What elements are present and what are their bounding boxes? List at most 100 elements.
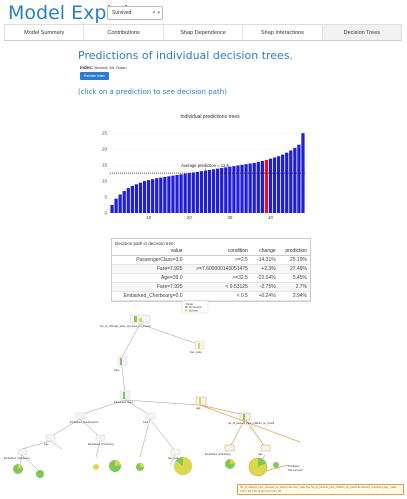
tree-node-label: Sex_male <box>168 456 180 460</box>
prediction-bar[interactable] <box>138 182 143 213</box>
prediction-bar[interactable] <box>122 190 126 213</box>
tree-node-label: Sex_male <box>190 350 202 354</box>
y-tick-label: 5 <box>104 195 107 200</box>
prediction-bar[interactable] <box>155 178 159 213</box>
prediction-bar[interactable] <box>248 163 252 213</box>
cell-value: Age=39.0 <box>112 273 186 283</box>
target-select-value: Survived <box>112 10 132 16</box>
prediction-bar[interactable] <box>142 181 147 213</box>
prediction-bar[interactable] <box>130 185 134 213</box>
table-row: PassengerClass=3.0 >=2.5 -14.31% 25.19% <box>112 255 310 265</box>
prediction-bar[interactable] <box>236 165 240 213</box>
prediction-bar[interactable] <box>203 170 208 213</box>
prediction-value: Not survived <box>288 468 303 472</box>
prediction-bar[interactable] <box>281 154 285 213</box>
col-prediction: prediction <box>278 247 310 256</box>
instance-values-header: No_of_siblings_plus_spouses_on_board Far… <box>240 486 397 489</box>
prediction-bar[interactable] <box>260 160 264 213</box>
prediction-bar[interactable] <box>118 194 122 213</box>
tree-node-label: No_of_parents_plus_children_on_board <box>228 421 275 425</box>
prediction-bar[interactable] <box>211 169 216 213</box>
tab-shap-interactions[interactable]: Shap Interactions <box>243 25 323 40</box>
cell-change: -22.04% <box>250 273 279 283</box>
prediction-bar[interactable] <box>297 144 301 213</box>
prediction-bar[interactable] <box>264 160 269 213</box>
average-annotation: Average prediction = 12.5 <box>181 163 229 168</box>
prediction-bar[interactable] <box>285 152 289 213</box>
prediction-bar[interactable] <box>187 173 191 213</box>
prediction-bar[interactable] <box>195 171 199 213</box>
cell-prediction: 5.45% <box>278 273 310 283</box>
prediction-bar[interactable] <box>289 150 293 213</box>
prediction-bar[interactable] <box>167 176 171 213</box>
y-tick-label: 10 <box>102 179 108 184</box>
prediction-label: Prediction <box>288 464 300 468</box>
prediction-bar[interactable] <box>159 177 163 213</box>
prediction-bar[interactable] <box>268 158 273 213</box>
prediction-bar[interactable] <box>272 157 277 213</box>
decision-tree-graph: No_of_siblings_plus_spouses_on_board Tar… <box>4 300 303 478</box>
cell-value: Fare=7.925 <box>112 282 186 292</box>
prediction-bar[interactable] <box>256 161 260 213</box>
tree-node-label: Age <box>196 406 201 410</box>
tree-legend-item: Not survived <box>189 306 202 309</box>
prediction-bar[interactable] <box>199 171 204 213</box>
tree-root-label: No_of_siblings_plus_spouses_on_board <box>100 324 151 328</box>
prediction-bar[interactable] <box>220 167 224 213</box>
prediction-bar[interactable] <box>183 173 187 213</box>
tab-decision-trees[interactable]: Decision Trees <box>322 25 402 40</box>
prediction-bar[interactable] <box>240 164 244 213</box>
prediction-bar[interactable] <box>244 164 248 213</box>
y-tick-label: 15 <box>102 163 108 168</box>
prediction-bar[interactable] <box>216 168 220 213</box>
prediction-bar[interactable] <box>163 176 167 213</box>
random-index-button[interactable]: Random Index <box>80 72 109 80</box>
predictions-chart[interactable]: 0 5 10 15 20 25 Average prediction = 12.5 10 20 3… <box>85 125 310 222</box>
prediction-bar[interactable] <box>175 175 179 213</box>
section-title: Predictions of individual decision trees… <box>78 49 294 62</box>
x-tick-label: 20 <box>187 215 193 220</box>
tree-root: No_of_siblings_plus_spouses_on_board <box>100 314 151 328</box>
tree-leaf-pies <box>13 456 279 478</box>
x-tick-label: 30 <box>227 215 233 220</box>
tree-node-label: Embarked_Cherbourg <box>205 452 231 456</box>
tab-model-summary[interactable]: Model Summary <box>5 25 85 40</box>
prediction-bar[interactable] <box>228 166 232 213</box>
prediction-bar[interactable] <box>191 172 195 213</box>
prediction-bar[interactable] <box>171 175 175 213</box>
prediction-bar[interactable] <box>151 179 155 213</box>
prediction-bar[interactable] <box>134 184 139 213</box>
chevron-down-icon[interactable]: ✕ ▾ <box>151 10 160 16</box>
cell-change: -2.75% <box>250 282 279 292</box>
cell-value: Fare=7.925 <box>112 264 186 274</box>
prediction-bar[interactable] <box>126 188 130 213</box>
cell-prediction: 25.19% <box>278 255 310 265</box>
prediction-bar[interactable] <box>114 198 118 213</box>
col-condition: condition <box>185 247 251 256</box>
prediction-bar[interactable] <box>276 156 281 213</box>
prediction-bar[interactable] <box>232 166 236 213</box>
decision-path-title: Decision path in decision tree: <box>115 241 176 246</box>
cell-prediction: 2.7% <box>278 282 310 292</box>
prediction-bar[interactable] <box>207 169 212 213</box>
target-select[interactable]: Survived ✕ ▾ <box>107 6 163 20</box>
cell-value: PassengerClass=3.0 <box>112 255 186 265</box>
cell-condition: >=2.5 <box>185 255 251 265</box>
prediction-callout: Prediction Not survived <box>288 464 303 472</box>
index-value[interactable]: Braund, Mr. Owen <box>94 65 127 70</box>
prediction-bar[interactable] <box>224 167 228 213</box>
prediction-bar[interactable] <box>146 180 151 213</box>
cell-change: -14.31% <box>250 255 279 265</box>
x-tick-label: 10 <box>146 215 152 220</box>
index-label: Index: Braund, Mr. Owen <box>80 65 127 70</box>
tab-shap-dependence[interactable]: Shap Dependence <box>163 25 244 40</box>
prediction-bar[interactable] <box>293 147 297 213</box>
cell-change: +0.24% <box>250 291 279 301</box>
table-row: Fare=7.925 >=7.600000143051475 +2.3% 27.… <box>112 264 310 274</box>
index-label-text: Index: <box>80 65 94 70</box>
prediction-bar[interactable] <box>110 205 114 213</box>
tab-contributions[interactable]: Contributions <box>84 25 164 40</box>
tree-node-label: Embarked_Cherbourg <box>88 442 114 446</box>
prediction-bar[interactable] <box>252 162 256 213</box>
prediction-bar[interactable] <box>179 174 183 213</box>
